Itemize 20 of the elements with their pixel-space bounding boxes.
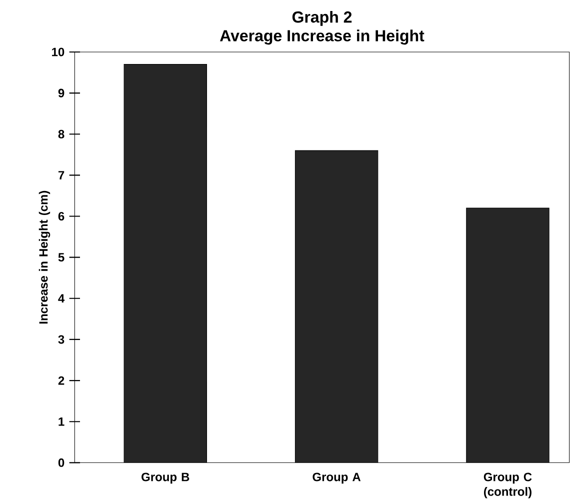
x-tick-label: Group C (control) <box>484 472 532 498</box>
chart-subtitle: Average Increase in Height <box>220 30 424 45</box>
y-tick-label: 10 <box>52 48 64 56</box>
bar <box>466 208 550 463</box>
y-tick-label: 1 <box>58 417 64 426</box>
bar <box>294 150 378 463</box>
y-tick-label: 8 <box>58 130 64 138</box>
y-tick-label: 3 <box>58 335 64 344</box>
chart-title: Graph 2 <box>292 10 352 26</box>
y-tick-label: 4 <box>58 294 65 303</box>
y-tick-label: 5 <box>58 253 64 262</box>
y-tick-label: 6 <box>58 212 64 221</box>
y-tick-label: 7 <box>58 171 64 180</box>
x-tick-label: Group B <box>142 472 190 484</box>
y-axis-title: Increase in Height (cm) <box>38 190 50 324</box>
y-tick-label: 0 <box>58 458 64 467</box>
y-tick-label: 9 <box>58 88 64 98</box>
bar <box>124 64 207 463</box>
y-tick-label: 2 <box>58 376 64 385</box>
x-tick-label: Group A <box>312 472 361 484</box>
